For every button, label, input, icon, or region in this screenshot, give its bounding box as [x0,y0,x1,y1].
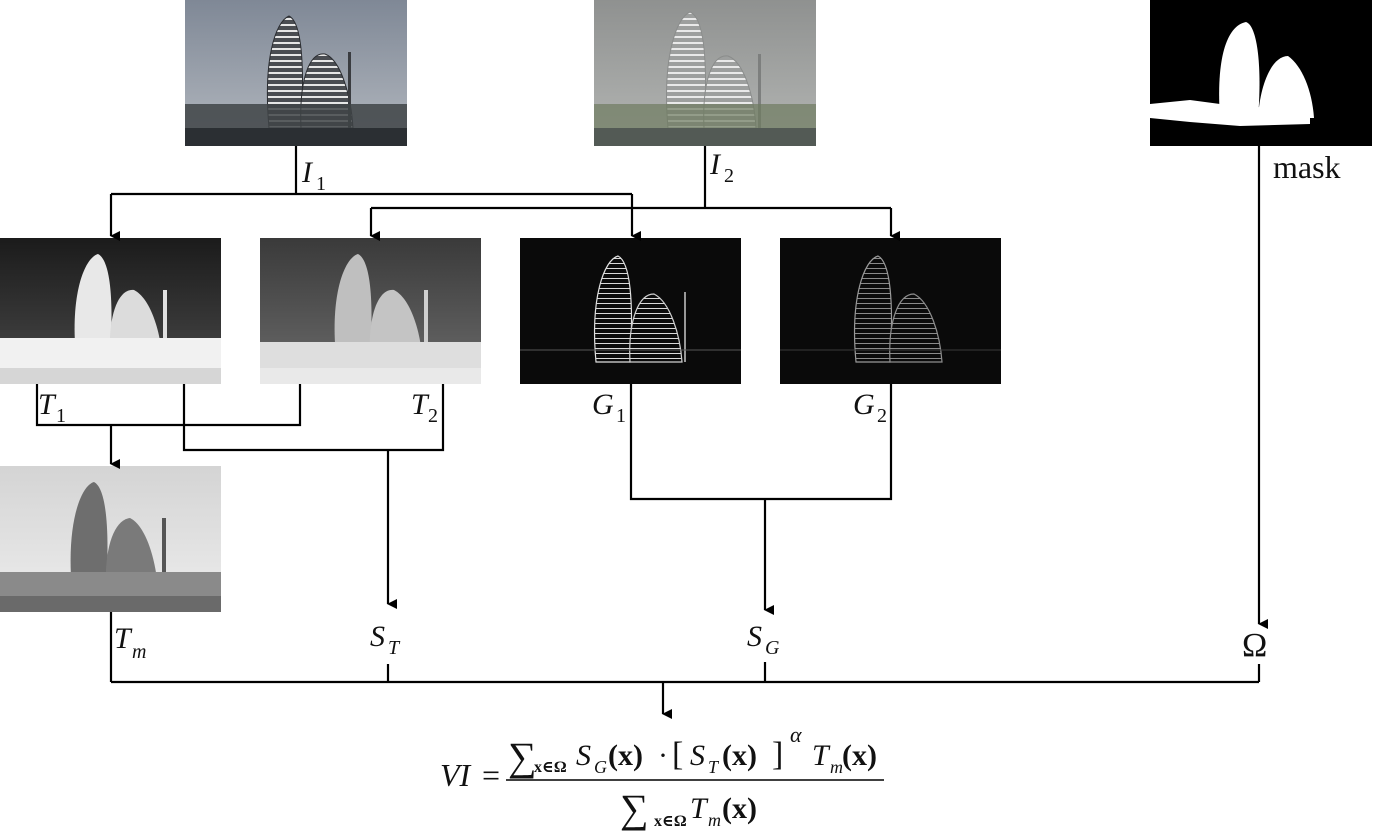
svg-text:G: G [853,388,875,421]
image-mask [1150,0,1372,146]
formula-den-Tm-sub: m [708,810,721,830]
formula-sum-index-den: x∈Ω [654,813,687,830]
svg-text:S: S [370,620,385,653]
formula-num-SG: S [576,739,591,772]
svg-text:2: 2 [724,165,734,187]
label-G1: G 1 [592,388,626,427]
formula-sum-num: ∑ [508,734,537,779]
svg-text:T: T [38,388,57,421]
formula-arg-1: (x) [608,739,643,772]
svg-text:T: T [411,388,430,421]
image-T1 [0,238,221,384]
formula-arg-2: (x) [722,739,757,772]
label-mask: mask [1273,149,1341,185]
formula-sum-index-num: x∈Ω [534,759,567,776]
formula-num-ST: S [690,739,705,772]
formula-lbracket: [ [672,736,683,773]
svg-text:2: 2 [428,405,438,427]
svg-text:1: 1 [56,405,66,427]
formula-num-ST-sub: T [708,757,720,777]
formula-rbracket: ] [772,736,783,773]
formula-equals: = [482,757,500,793]
svg-text:G: G [592,388,614,421]
label-ST: S T [370,620,401,659]
label-G2: G 2 [853,388,887,427]
formula-lhs: VI [440,757,472,793]
label-T1: T 1 [38,388,66,427]
svg-text:I: I [709,148,722,181]
formula-exponent: α [790,722,802,747]
svg-text:G: G [765,637,780,659]
connectors [35,146,1268,719]
formula-den-Tm: T [690,792,709,825]
label-I2: I 2 [709,148,734,187]
svg-text:m: m [132,641,146,663]
image-I2 [594,0,816,146]
svg-text:1: 1 [316,173,326,195]
formula: VI = ∑ x∈Ω S G (x) · [ S T (x) ] α T m (… [440,722,884,831]
image-I1 [185,0,407,146]
formula-sum-den: ∑ [620,786,649,831]
svg-text:T: T [388,637,401,659]
image-G1 [520,238,741,384]
svg-text:1: 1 [616,405,626,427]
label-SG: S G [747,620,780,659]
svg-text:S: S [747,620,762,653]
label-I1: I 1 [301,156,326,195]
image-T2 [260,238,481,384]
image-Tm [0,466,221,612]
label-Tm: T m [114,622,146,663]
image-G2 [780,238,1001,384]
label-omega: Ω [1242,627,1267,664]
svg-text:I: I [301,156,314,189]
svg-text:2: 2 [877,405,887,427]
formula-arg-3: (x) [842,739,877,772]
label-T2: T 2 [411,388,438,427]
svg-text:T: T [114,622,133,655]
formula-dot: · [658,739,668,772]
formula-num-Tm-sub: m [830,757,843,777]
formula-arg-4: (x) [722,792,757,825]
formula-num-Tm: T [812,739,831,772]
formula-num-SG-sub: G [594,757,607,777]
